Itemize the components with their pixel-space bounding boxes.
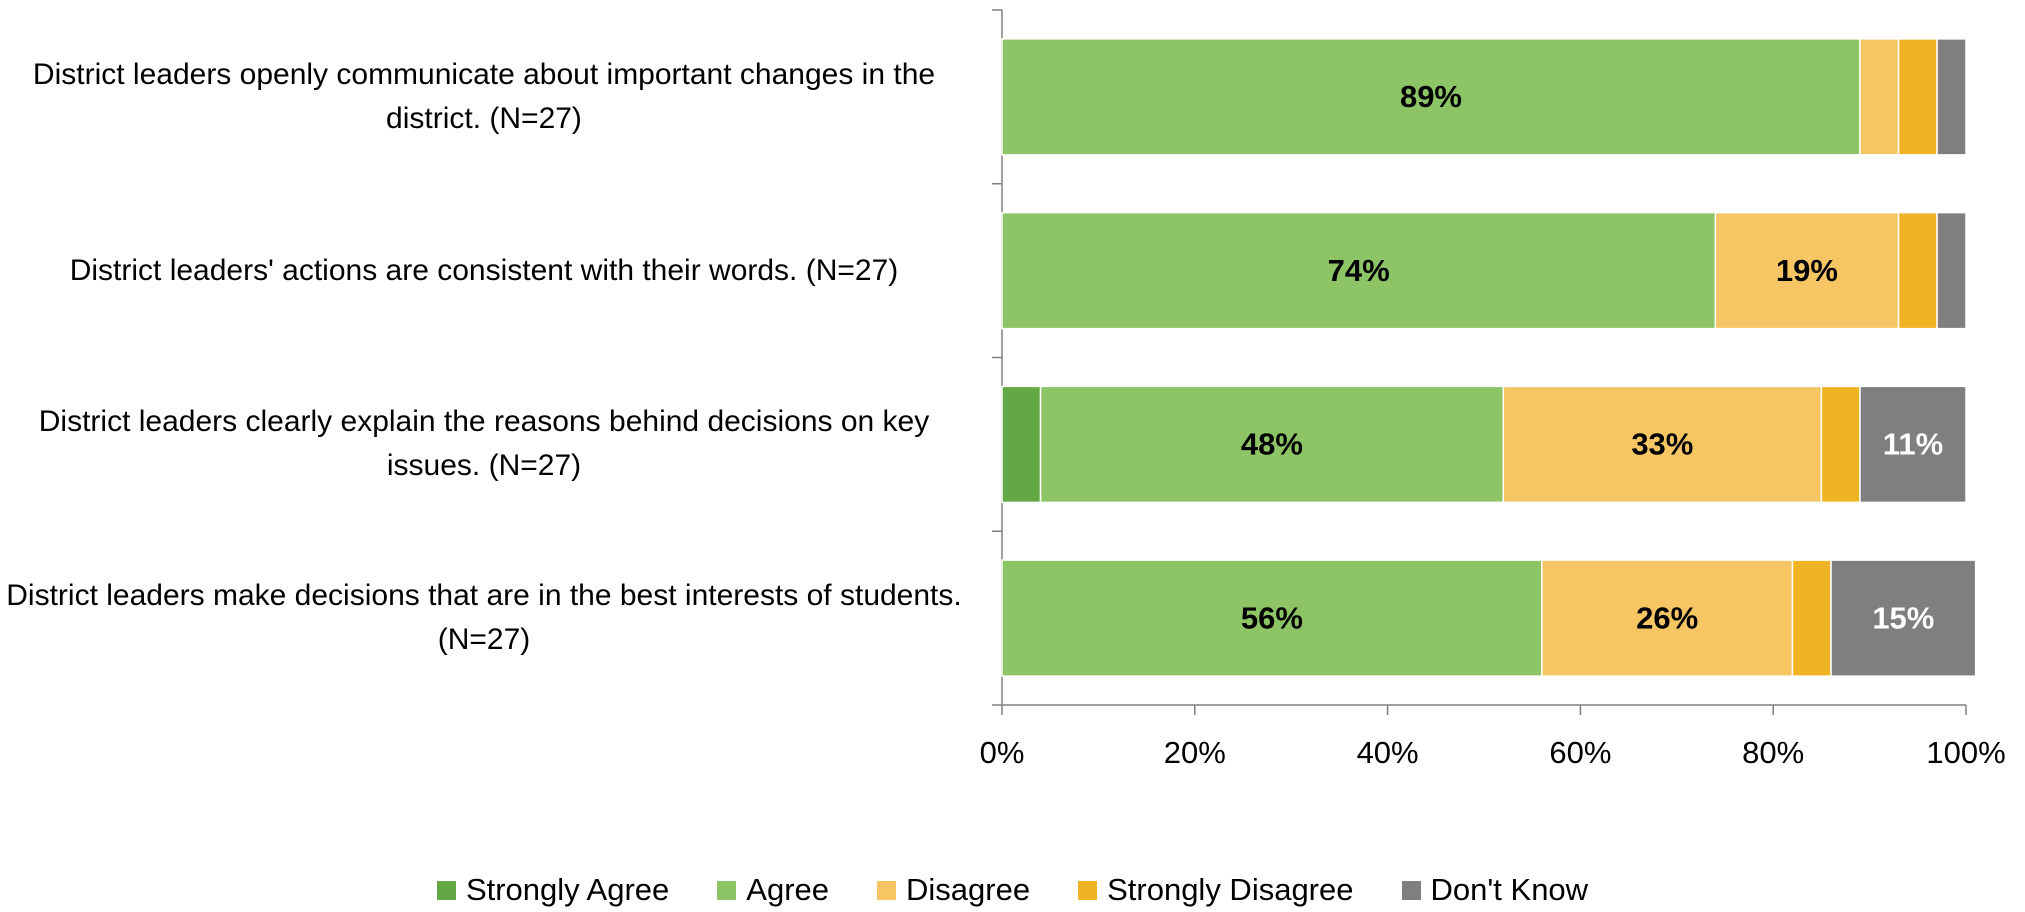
data-label: 11% [1883,427,1943,462]
bar-segment [1820,385,1861,504]
bar-segment [1001,38,1861,156]
legend-swatch [1078,880,1098,900]
data-label: 56% [1241,600,1303,635]
data-label: 48% [1241,427,1303,462]
bar-segment [1791,559,1832,677]
legend-label: Don't Know [1430,872,1589,907]
bar-segment [1859,385,1967,504]
bar-segment [1897,211,1938,330]
legend-item: Strongly Agree [436,872,670,908]
x-tick-label: 20% [1164,735,1226,770]
data-label: 26% [1636,600,1698,635]
bar-segment [1039,385,1505,504]
category-label: District leaders make decisions that are… [6,579,962,657]
bar-segment [1897,38,1938,156]
bar-segment [1502,385,1823,504]
data-label: 74% [1328,253,1390,288]
bar-segment [1859,38,1900,156]
category-label: District leaders clearly explain the rea… [38,405,930,483]
legend-swatch [436,880,456,900]
category-label: District leaders' actions are consistent… [69,253,899,287]
bar-segment [1001,211,1717,330]
bar-segment [1936,211,1967,330]
bar-segment [1001,385,1042,504]
x-tick-label: 40% [1357,735,1419,770]
legend-item: Strongly Disagree [1078,872,1354,908]
bar-segment [1541,559,1794,677]
x-tick-label: 100% [1926,735,2005,770]
legend-swatch [717,880,737,900]
bar-segment [1714,211,1900,330]
legend-label: Strongly Agree [465,872,670,907]
bar-segment [1001,559,1543,677]
x-tick-label: 0% [980,735,1025,770]
legend-label: Agree [746,872,830,907]
legend-swatch [877,880,897,900]
bar-segment [1936,38,1967,156]
legend-item: Don't Know [1401,872,1589,908]
x-tick-label: 60% [1549,735,1611,770]
legend-item: Agree [717,872,829,908]
data-label: 15% [1872,600,1934,635]
x-tick-label: 80% [1742,735,1804,770]
legend-item: Disagree [877,872,1030,908]
data-label: 89% [1400,79,1462,114]
legend-label: Strongly Disagree [1107,872,1354,907]
legend: Strongly Agree Agree Disagree Strongly Disa… [0,872,2025,908]
category-label: District leaders openly communicate abou… [32,57,936,135]
data-label: 19% [1776,253,1838,288]
legend-label: Disagree [906,872,1031,907]
data-label: 33% [1631,427,1693,462]
bar-segment [1830,559,1977,677]
legend-swatch [1401,880,1421,900]
